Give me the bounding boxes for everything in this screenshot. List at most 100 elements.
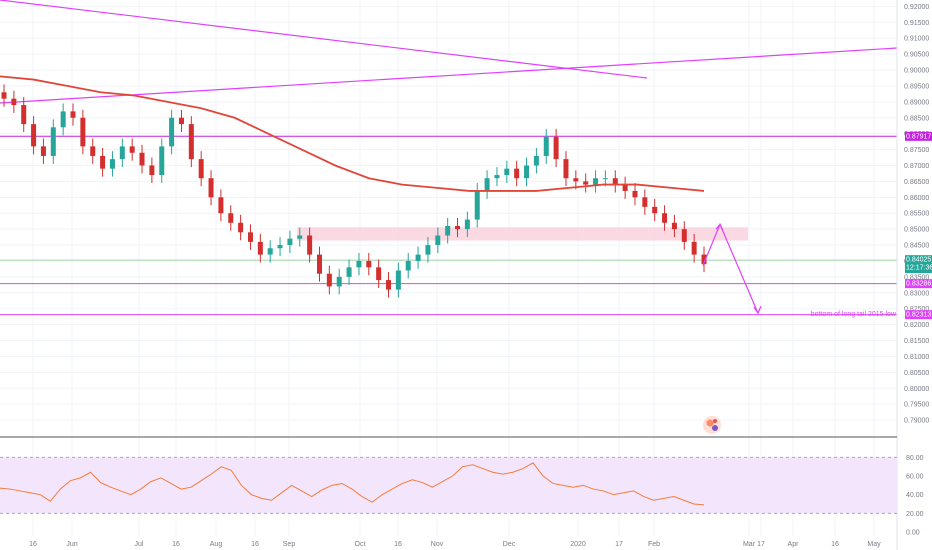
candle-body [40,146,46,156]
current-price-label: 12:17:36 [906,265,932,272]
time-tick-label: Apr [788,541,800,548]
price-tick-label: 0.82000 [904,322,929,329]
candle-body [238,222,244,233]
candle-body [632,190,638,198]
current-price-label-bg [905,255,932,274]
candle-body [119,146,125,160]
candle-body [60,111,66,128]
rsi-band [0,457,897,514]
candle-body [386,280,392,290]
candle-body [494,175,500,179]
candle-body [484,178,490,191]
price-tick-label: 0.82500 [904,306,929,313]
candle-body [267,248,273,255]
candle-body [346,267,352,277]
candle-body [701,254,707,265]
time-tick-label: Feb [648,541,660,548]
rsi-tick-label: 80.00 [906,455,924,462]
level-label: 0.82313 [906,312,931,319]
price-tick-label: 0.90000 [904,68,929,75]
projection-arrowhead [753,305,762,315]
candle-body [188,124,194,160]
candle-body [80,117,86,147]
grid-lines [0,0,897,536]
time-tick-label: Sep [283,541,296,548]
candle-body [159,146,165,176]
resistance-zone [297,227,748,241]
price-tick-label: 0.89500 [904,83,929,90]
price-tick-label: 0.81000 [904,354,929,361]
candle-body [563,159,569,179]
time-tick-label: Oct [355,541,366,548]
time-tick-label: 17 [757,541,765,548]
candle-body [247,232,253,242]
price-tick-label: 0.84500 [904,243,929,250]
candle-body [257,241,263,255]
rsi-axis: 80.00 60.00 40.00 20.00 0.00 [906,455,924,537]
candle-body [139,152,145,166]
time-tick-label: 16 [172,541,180,548]
level-label: 0.83286 [906,281,931,288]
time-tick-label: 16 [251,541,259,548]
price-tick-label: 0.79500 [904,402,929,409]
candle-body [691,241,697,255]
tradingview-logo [703,416,721,434]
candle-body [602,178,608,180]
rsi-pane[interactable] [0,456,897,514]
main-price-pane[interactable]: bottom of long tail 2015 low [0,0,898,318]
candle-body [425,245,431,255]
candle-body [622,184,628,191]
candle-body [356,260,362,268]
rsi-tick-label: 20.00 [906,511,924,518]
price-tick-label: 0.86500 [904,179,929,186]
candle-body [70,111,76,118]
level-label-bg [905,279,932,289]
candle-body [100,155,106,169]
candle-body [228,213,234,223]
candle-body [50,127,56,156]
price-tick-label: 0.87500 [904,147,929,154]
candle-body [129,146,135,153]
candle-body [287,238,293,246]
projection-arrow [702,222,762,315]
rsi-tick-label: 40.00 [906,492,924,499]
rsi-tick-label: 60.00 [906,474,924,481]
candle-body [514,168,520,179]
rsi-tick-label: 0.00 [906,530,920,537]
current-price-label: 0.84025 [906,257,931,264]
moving-average-line [0,75,705,192]
candle-body [178,117,184,125]
candle-body [504,168,510,176]
time-tick-label: 16 [29,541,37,548]
time-axis[interactable]: 16 Jun Jul 16 Aug 16 Sep Oct 16 Nov Dec 2020 17 Feb Ma… [29,541,881,548]
candle-body [474,190,480,220]
candle-body [109,159,115,169]
candle-body [11,98,17,106]
price-tick-label: 0.85500 [904,211,929,218]
candle-body [297,235,303,239]
time-tick-label: May [867,541,881,548]
rsi-line [0,462,705,506]
candle-body [671,222,677,230]
candle-body [169,117,175,147]
candle-body [218,197,224,214]
candle-body [405,260,411,271]
candle-body [326,273,332,287]
candle-body [435,235,441,246]
candle-body [464,219,470,230]
time-tick-label: 16 [394,541,402,548]
candle-body [149,165,155,176]
candle-body [415,254,421,261]
candle-body [208,178,214,198]
price-tick-label: 0.81500 [904,338,929,345]
time-tick-label: Jul [135,541,144,548]
price-axis[interactable]: 0.92000 0.91500 0.91000 0.90500 0.90000 0.895… [896,0,929,550]
time-tick-label: Jun [66,541,77,548]
level-label-bg [905,131,932,141]
price-tick-label: 0.85000 [904,227,929,234]
time-tick-label: Aug [210,541,223,548]
candle-body [583,181,589,185]
candle-body [336,276,342,287]
